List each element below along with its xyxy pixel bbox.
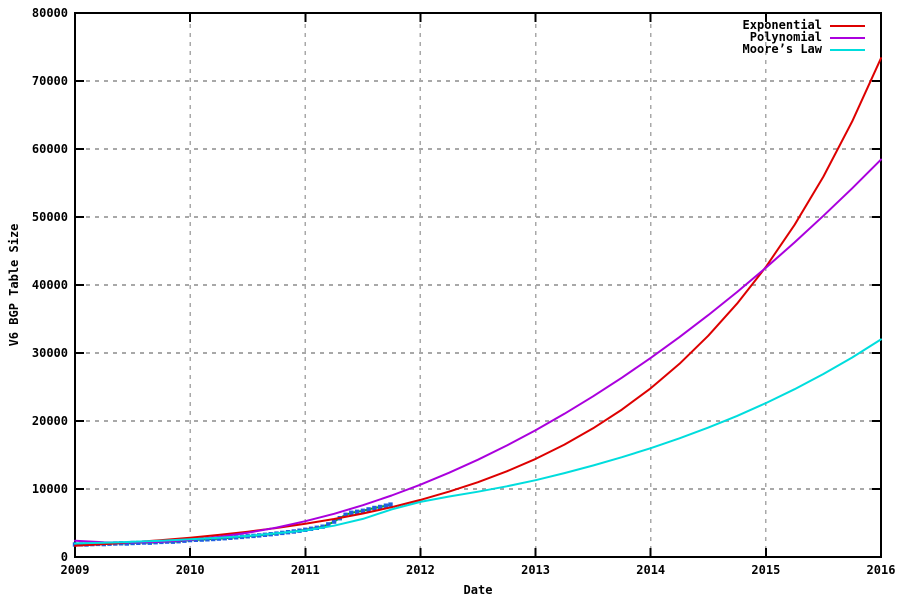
curve-exponential xyxy=(74,57,882,547)
gridlines xyxy=(77,15,879,555)
bgp-data-points xyxy=(72,502,393,547)
plot-border xyxy=(74,12,882,558)
curve-moore-s-law xyxy=(74,338,882,545)
